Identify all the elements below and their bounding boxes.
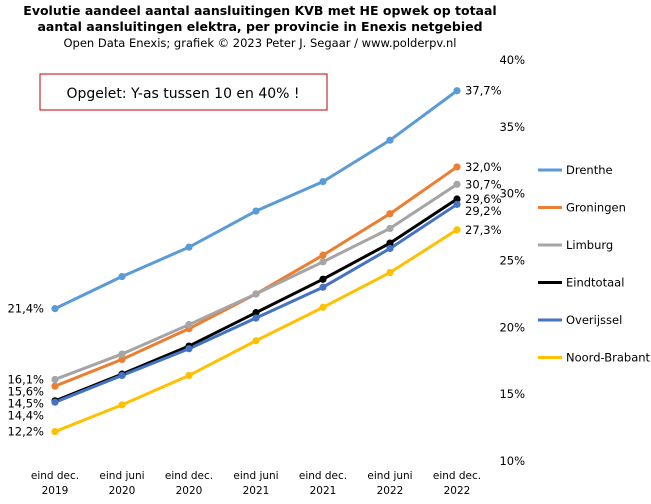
data-point: [386, 224, 394, 233]
data-point: [319, 258, 327, 266]
x-tick-label: 2022: [377, 485, 404, 497]
y-tick-label: 35%: [499, 120, 525, 134]
x-axis-ticks: eind dec. 2019 eind juni 2020 eind dec. 2020 e…: [31, 470, 481, 497]
note-text: Opgelet: Y-as tussen 10 en 40% !: [66, 86, 299, 102]
data-point: [185, 371, 193, 380]
data-point: [252, 314, 260, 322]
data-point: [118, 350, 126, 358]
data-point: [118, 272, 126, 281]
start-value-label: 16,1%: [7, 372, 44, 386]
legend: Drenthe Groningen Limburg Eindtotaal Overijs…: [538, 163, 651, 365]
x-tick-label: eind juni: [367, 470, 412, 482]
start-value-label: 14,4%: [7, 408, 44, 422]
series-points: [51, 87, 461, 436]
start-value-label: 12,2%: [7, 425, 44, 439]
x-tick-label: eind dec.: [433, 470, 481, 482]
data-point: [252, 337, 260, 345]
series-line: [53, 165, 459, 388]
data-point: [51, 305, 59, 313]
note-box: [39, 73, 328, 111]
y-tick-label: 30%: [499, 187, 525, 201]
end-value-label: 29,2%: [465, 204, 502, 218]
data-point: [252, 290, 260, 298]
data-point: [185, 243, 193, 251]
data-point: [252, 207, 260, 215]
legend-label: Eindtotaal: [566, 276, 624, 290]
data-point: [319, 178, 327, 186]
data-point: [51, 382, 59, 390]
end-value-label: 37,7%: [465, 84, 502, 98]
x-tick-label: eind juni: [233, 470, 278, 482]
data-point: [386, 136, 394, 144]
data-point: [319, 283, 327, 291]
data-point: [51, 398, 59, 406]
y-axis-ticks: 10% 15% 20% 25% 30% 35% 40%: [499, 53, 525, 468]
end-value-label: 29,6%: [465, 192, 502, 206]
data-point: [252, 309, 260, 317]
y-tick-label: 15%: [499, 387, 525, 401]
legend-label: Noord-Brabant: [566, 351, 651, 365]
legend-label: Limburg: [566, 238, 613, 252]
start-value-label: 15,6%: [7, 384, 44, 398]
series-line: [53, 202, 459, 404]
y-tick-label: 10%: [499, 454, 525, 468]
data-point: [319, 275, 327, 283]
x-tick-label: 2021: [310, 485, 337, 497]
legend-label: Overijssel: [566, 313, 622, 327]
y-tick-label: 25%: [499, 254, 525, 268]
x-tick-label: 2020: [109, 485, 136, 497]
data-point: [453, 180, 461, 188]
series-lines: [53, 89, 459, 434]
x-tick-label: 2021: [243, 485, 270, 497]
legend-label: Drenthe: [566, 163, 613, 177]
series-line: [53, 197, 459, 403]
x-tick-label: eind dec.: [165, 470, 213, 482]
data-point: [453, 87, 461, 95]
data-point: [118, 355, 126, 364]
x-tick-label: 2022: [444, 485, 471, 497]
start-value-label: 21,4%: [7, 302, 44, 316]
data-point: [386, 239, 394, 247]
x-tick-label: eind dec.: [31, 470, 79, 482]
data-point: [386, 244, 394, 253]
legend-label: Groningen: [566, 201, 626, 215]
data-point: [185, 321, 193, 329]
data-point: [453, 200, 461, 208]
end-value-label: 27,3%: [465, 223, 502, 237]
data-point: [118, 371, 126, 380]
chart-subtitle: aantal aansluitingen elektra, per provin…: [37, 19, 482, 34]
end-value-label: 32,0%: [465, 160, 502, 174]
x-tick-label: eind juni: [99, 470, 144, 482]
series-line: [53, 89, 459, 311]
chart-credit: Open Data Enexis; grafiek © 2023 Peter J…: [64, 36, 457, 50]
y-tick-label: 40%: [499, 53, 525, 67]
data-point: [453, 195, 461, 203]
data-point: [319, 303, 327, 311]
data-labels: 21,4% 16,1%15,6%14,5%14,4% 12,2% 37,7% 32,0%…: [7, 84, 501, 439]
data-point: [453, 226, 461, 234]
y-tick-label: 20%: [499, 320, 525, 334]
data-point: [319, 251, 327, 259]
data-point: [453, 163, 461, 171]
data-point: [386, 268, 394, 277]
x-tick-label: eind dec.: [299, 470, 347, 482]
x-tick-label: 2020: [176, 485, 203, 497]
chart-title: Evolutie aandeel aantal aansluitingen KV…: [23, 3, 496, 18]
data-point: [386, 210, 394, 218]
series-line: [53, 228, 459, 434]
data-point: [51, 427, 59, 436]
data-point: [51, 375, 59, 384]
data-point: [185, 345, 193, 353]
start-value-label: 14,5%: [7, 396, 44, 410]
x-tick-label: 2019: [42, 485, 69, 497]
end-value-label: 30,7%: [465, 177, 502, 191]
data-point: [118, 401, 126, 409]
